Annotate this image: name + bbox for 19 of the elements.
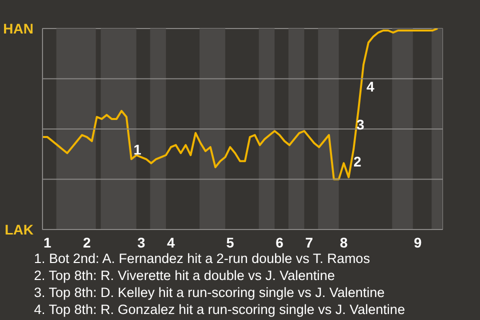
x-tick-label: 3 bbox=[137, 234, 146, 250]
x-tick-label: 6 bbox=[276, 234, 284, 250]
text: 3. Top 8th: D. Kelley hit a run-scoring single vs J. Valentine bbox=[34, 285, 385, 300]
x-tick-label: 4 bbox=[167, 234, 175, 250]
x-tick-label: 2 bbox=[83, 234, 92, 250]
text: 1. Bot 2nd: A. Fernandez hit a 2-run double vs T. Ramos bbox=[34, 251, 370, 266]
text: LAK bbox=[4, 222, 34, 238]
x-tick-label: 7 bbox=[305, 234, 314, 250]
annotation: 1 bbox=[134, 142, 142, 158]
x-tick-label: 5 bbox=[226, 234, 234, 250]
text: 4. Top 8th: R. Gonzalez hit a run-scoring single vs J. Valentine bbox=[34, 302, 405, 317]
annotation: 4 bbox=[366, 78, 374, 94]
x-tick-label: 8 bbox=[340, 234, 348, 250]
text: 2. Top 8th: R. Viverette hit a double vs J. Valentine bbox=[34, 268, 335, 283]
text: HAN bbox=[3, 20, 34, 36]
annotation: 2 bbox=[354, 154, 362, 170]
x-tick-label: 9 bbox=[414, 234, 422, 250]
annotation: 3 bbox=[356, 116, 364, 132]
x-tick-label: 1 bbox=[44, 234, 52, 250]
